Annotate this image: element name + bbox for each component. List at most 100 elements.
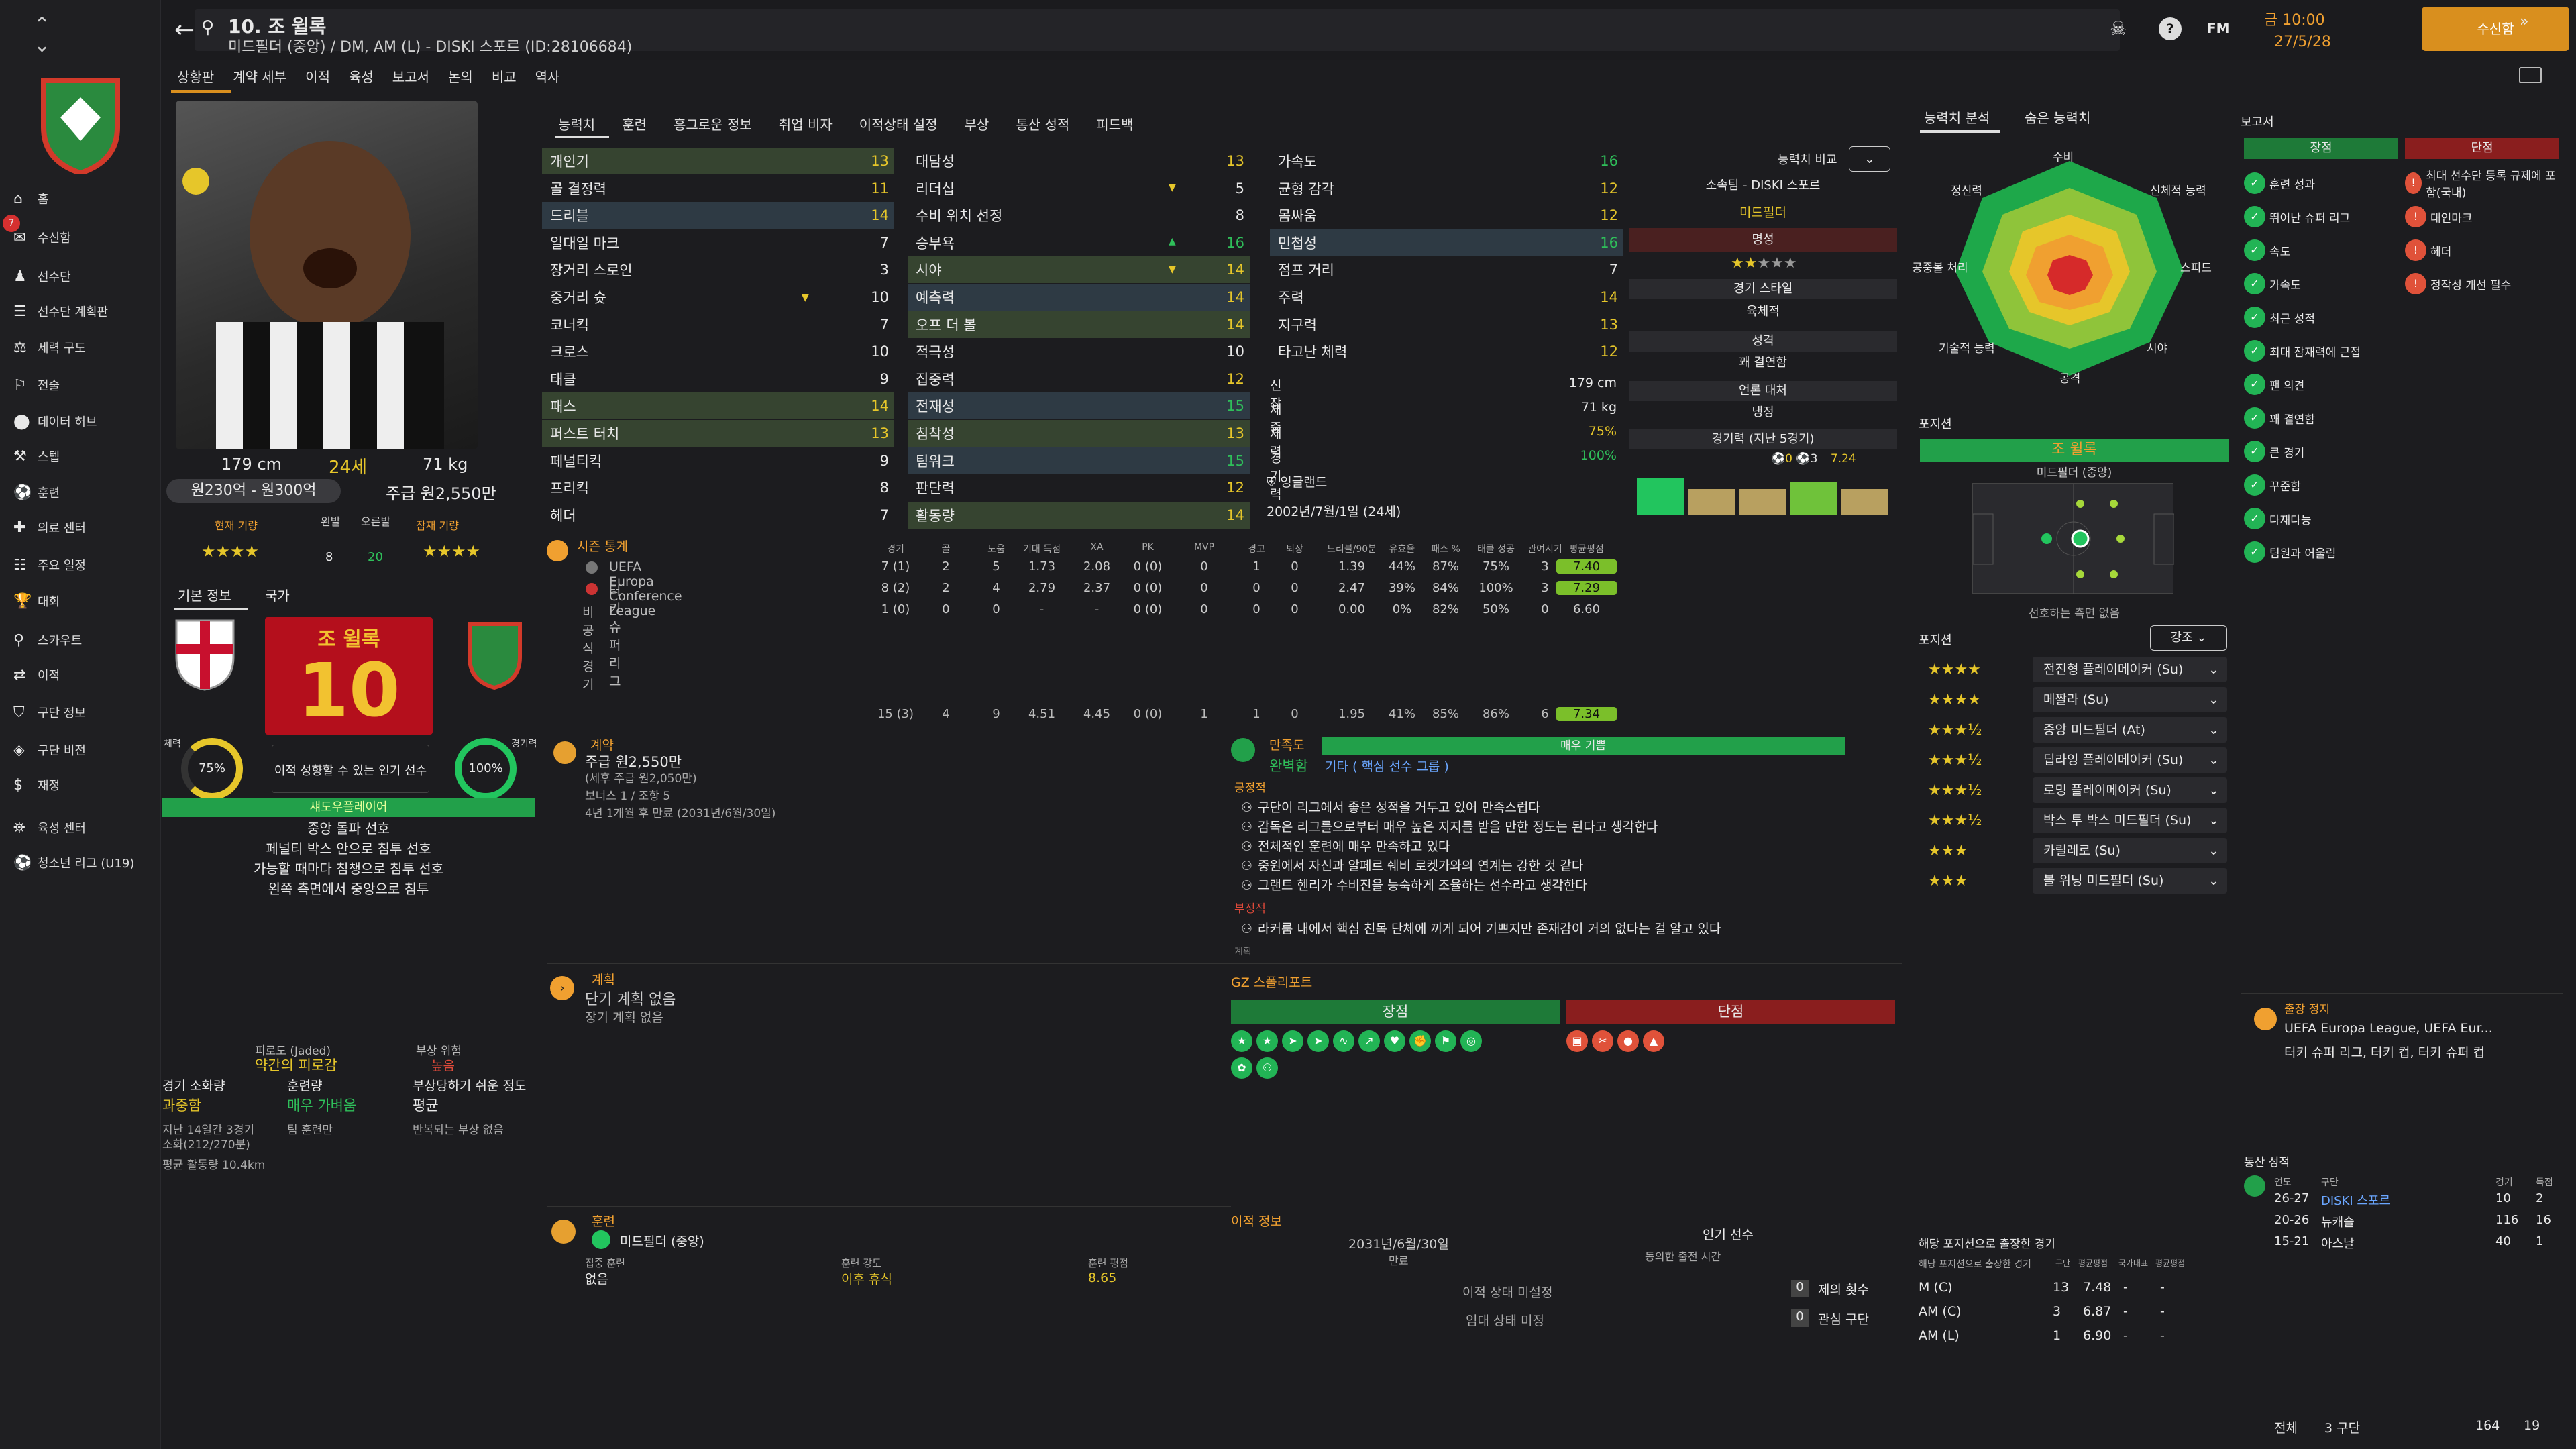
radar-tab1[interactable]: 능력치 분석 bbox=[1924, 110, 1990, 126]
competition-name[interactable]: 비공식 경기 bbox=[582, 605, 594, 692]
attribute-row[interactable]: 일대일 마크 7 bbox=[542, 229, 894, 256]
attribute-row[interactable]: 중거리 슛 10 bbox=[542, 284, 894, 311]
season-col-head[interactable]: XA bbox=[1090, 542, 1104, 553]
attribute-row[interactable]: 태클 9 bbox=[542, 366, 894, 392]
subnav-6[interactable]: 비교 bbox=[491, 69, 517, 85]
role-row[interactable]: ★★★★ 전진형 플레이메이커 (Su) ⌄ bbox=[1919, 656, 2227, 683]
attribute-row[interactable]: 타고난 체력 12 bbox=[1270, 338, 1623, 365]
role-row[interactable]: ★★★★ 메짤라 (Su) ⌄ bbox=[1919, 686, 2227, 713]
competition-name[interactable]: UEFA Europa Conference League bbox=[609, 559, 682, 619]
subnav-2[interactable]: 이적 bbox=[305, 69, 330, 85]
season-col-head[interactable]: 경고 bbox=[1248, 544, 1265, 555]
suspension-title[interactable]: 출장 정지 bbox=[2284, 1003, 2330, 1016]
nav-item-16[interactable]: $ 재정 bbox=[13, 769, 158, 801]
compare-dropdown[interactable]: ⌄ bbox=[1849, 146, 1890, 172]
back-icon[interactable]: ← bbox=[174, 16, 195, 44]
season-col-head[interactable]: 유효율 bbox=[1389, 544, 1415, 555]
roles-sort-dropdown[interactable]: 강조 ⌄ bbox=[2150, 625, 2227, 651]
season-col-head[interactable]: 도움 bbox=[987, 544, 1005, 555]
role-select[interactable]: 카릴레로 (Su) ⌄ bbox=[2033, 838, 2227, 863]
nav-item-0[interactable]: ⌂ 홈 bbox=[13, 182, 158, 215]
attribute-row[interactable]: 민첩성 16 bbox=[1270, 229, 1623, 256]
tab-7[interactable]: 피드백 bbox=[1096, 117, 1134, 133]
season-col-head[interactable]: 드리블/90분 bbox=[1326, 544, 1377, 555]
role-row[interactable]: ★★★½ 중앙 미드필더 (At) ⌄ bbox=[1919, 716, 2227, 743]
scout-title[interactable]: GZ 스폴리포트 bbox=[1231, 975, 1313, 990]
nav-item-8[interactable]: ⚽ 훈련 bbox=[13, 476, 158, 508]
nation-tab[interactable]: 국가 bbox=[265, 588, 290, 604]
career-cell[interactable]: 뉴캐슬 bbox=[2321, 1216, 2355, 1230]
attribute-row[interactable]: 개인기 13 bbox=[542, 148, 894, 174]
happiness-title[interactable]: 만족도 bbox=[1269, 738, 1305, 753]
role-select[interactable]: 중앙 미드필더 (At) ⌄ bbox=[2033, 717, 2227, 743]
season-col-head[interactable]: 패스 % bbox=[1431, 544, 1460, 555]
attribute-row[interactable]: 프리킥 8 bbox=[542, 474, 894, 501]
nav-item-17[interactable]: ⛯ 육성 센터 bbox=[13, 812, 158, 844]
attribute-row[interactable]: 팀워크 15 bbox=[908, 447, 1250, 474]
season-col-head[interactable]: 관여시기 bbox=[1527, 544, 1562, 555]
skull-icon[interactable]: ☠ bbox=[2110, 17, 2127, 40]
radar-tab2[interactable]: 숨은 능력치 bbox=[2025, 110, 2091, 126]
attribute-row[interactable]: 주력 14 bbox=[1270, 284, 1623, 311]
career-cell[interactable]: DISKI 스포르 bbox=[2321, 1194, 2391, 1208]
attribute-row[interactable]: 몸싸움 12 bbox=[1270, 202, 1623, 229]
attribute-row[interactable]: 예측력 14 bbox=[908, 284, 1250, 311]
tab-3[interactable]: 취업 비자 bbox=[778, 117, 833, 133]
attribute-row[interactable]: 패스 14 bbox=[542, 392, 894, 420]
nav-item-18[interactable]: ⚽ 청소년 리그 (U19) bbox=[13, 847, 158, 879]
season-col-head[interactable]: 평균평점 bbox=[1569, 544, 1604, 555]
role-row[interactable]: ★★★½ 로밍 플레이메이커 (Su) ⌄ bbox=[1919, 777, 2227, 804]
attribute-row[interactable]: 리더십 5 bbox=[908, 175, 1250, 202]
role-select[interactable]: 로밍 플레이메이커 (Su) ⌄ bbox=[2033, 777, 2227, 803]
career-cell[interactable]: 아스날 bbox=[2321, 1237, 2355, 1251]
attribute-row[interactable]: 지구력 13 bbox=[1270, 311, 1623, 338]
transfer-title[interactable]: 이적 정보 bbox=[1231, 1214, 1282, 1229]
help-icon[interactable]: ? bbox=[2159, 17, 2182, 40]
nav-item-15[interactable]: ◈ 구단 비전 bbox=[13, 734, 158, 766]
season-col-head[interactable]: MVP bbox=[1193, 542, 1215, 553]
subnav-1[interactable]: 계약 세부 bbox=[233, 69, 287, 85]
search-bar[interactable]: ⚲ 10. 조 윌록 미드필더 (중앙) / DM, AM (L) - DISK… bbox=[195, 9, 2120, 56]
club-logo[interactable] bbox=[37, 67, 124, 176]
continue-button[interactable]: 수신함 bbox=[2422, 7, 2569, 51]
season-col-head[interactable]: 태클 성공 bbox=[1477, 544, 1515, 555]
attribute-row[interactable]: 크로스 10 bbox=[542, 338, 894, 365]
season-title[interactable]: 시즌 통계 bbox=[577, 539, 628, 554]
nav-item-1[interactable]: ✉ 수신함 bbox=[13, 221, 158, 254]
attribute-row[interactable]: 페널티킥 9 bbox=[542, 447, 894, 474]
attribute-row[interactable]: 대담성 13 bbox=[908, 148, 1250, 174]
layout-icon[interactable] bbox=[2519, 67, 2542, 83]
attribute-row[interactable]: 가속도 16 bbox=[1270, 148, 1623, 174]
role-select[interactable]: 박스 투 박스 미드필더 (Su) ⌄ bbox=[2033, 808, 2227, 833]
subnav-3[interactable]: 육성 bbox=[348, 69, 374, 85]
attribute-row[interactable]: 점프 거리 7 bbox=[1270, 256, 1623, 283]
season-col-head[interactable]: 골 bbox=[941, 544, 951, 555]
attribute-row[interactable]: 드리블 14 bbox=[542, 202, 894, 229]
plan-title[interactable]: 계획 bbox=[592, 973, 615, 987]
season-col-head[interactable]: 기대 득점 bbox=[1023, 544, 1061, 555]
role-row[interactable]: ★★★ 볼 위닝 미드필더 (Su) ⌄ bbox=[1919, 867, 2227, 894]
attribute-row[interactable]: 전재성 15 bbox=[908, 392, 1250, 420]
fm-icon[interactable]: FM bbox=[2207, 20, 2230, 36]
season-col-head[interactable]: 퇴장 bbox=[1286, 544, 1303, 555]
competition-name[interactable]: 터키 슈퍼 리그 bbox=[609, 584, 621, 689]
tab-1[interactable]: 훈련 bbox=[622, 117, 647, 133]
role-row[interactable]: ★★★½ 박스 투 박스 미드필더 (Su) ⌄ bbox=[1919, 807, 2227, 834]
attribute-row[interactable]: 집중력 12 bbox=[908, 366, 1250, 392]
attribute-row[interactable]: 수비 위치 선정 8 bbox=[908, 202, 1250, 229]
attribute-row[interactable]: 코너킥 7 bbox=[542, 311, 894, 338]
tab-6[interactable]: 통산 성적 bbox=[1016, 117, 1070, 133]
nav-item-14[interactable]: ⛉ 구단 정보 bbox=[13, 696, 158, 729]
attribute-row[interactable]: 균형 감각 12 bbox=[1270, 175, 1623, 202]
nav-item-12[interactable]: ⚲ 스카우트 bbox=[13, 624, 158, 656]
season-col-head[interactable]: PK bbox=[1142, 542, 1154, 553]
attribute-row[interactable]: 헤더 7 bbox=[542, 502, 894, 529]
nav-item-10[interactable]: ☷ 주요 일정 bbox=[13, 549, 158, 581]
subnav-5[interactable]: 논의 bbox=[448, 69, 473, 85]
season-col-head[interactable]: 경기 bbox=[887, 544, 904, 555]
nav-item-5[interactable]: ⚐ 전술 bbox=[13, 369, 158, 401]
tab-0[interactable]: 능력치 bbox=[558, 117, 596, 133]
contract-title[interactable]: 계약 bbox=[590, 738, 614, 753]
subnav-7[interactable]: 역사 bbox=[535, 69, 560, 85]
nav-item-13[interactable]: ⇄ 이적 bbox=[13, 659, 158, 691]
